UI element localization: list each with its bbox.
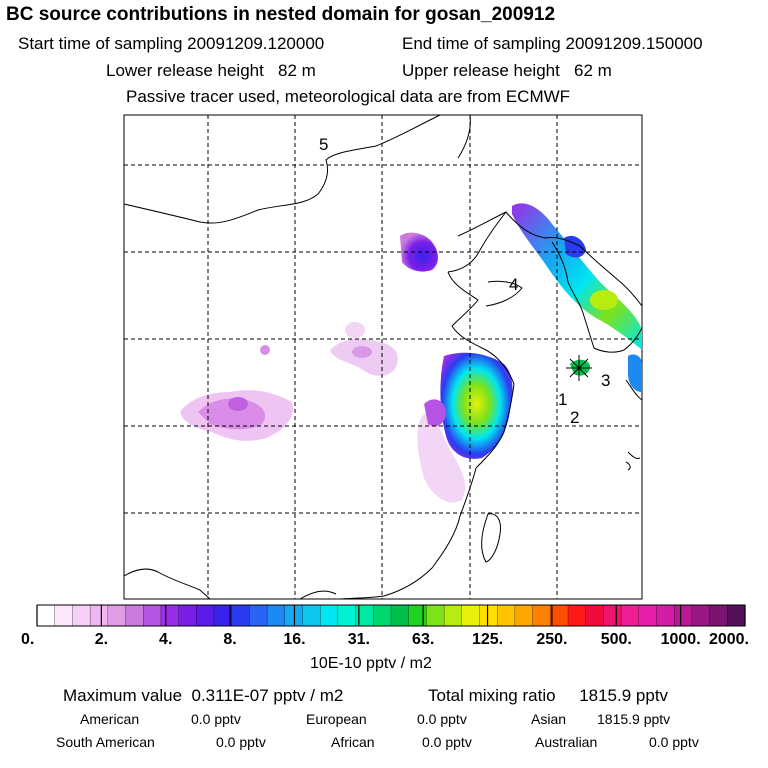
region-australian-value: 0.0 pptv bbox=[649, 734, 699, 750]
colorbar-cell bbox=[674, 604, 693, 627]
total-value: 1815.9 pptv bbox=[579, 686, 669, 705]
region-american: American bbox=[80, 711, 140, 727]
colorbar-cell bbox=[266, 604, 286, 627]
max-label: Maximum value bbox=[63, 686, 183, 705]
colorbar-cell bbox=[302, 604, 321, 627]
upper-release-height: Upper release height 62 m bbox=[402, 61, 612, 81]
source-marker-4: 4 bbox=[509, 275, 518, 294]
colorbar-cell bbox=[231, 604, 250, 627]
colorbar-tick-label: 63. bbox=[412, 631, 434, 648]
colorbar-tick-label: 4. bbox=[159, 631, 172, 648]
colorbar-cell bbox=[408, 604, 427, 627]
region-australian: Australian bbox=[535, 734, 598, 750]
maximum-value: Maximum value 0.311E-07 pptv / m2 bbox=[63, 686, 343, 706]
colorbar-cell bbox=[620, 604, 640, 627]
start-time-label: Start time of sampling bbox=[18, 34, 183, 53]
colorbar-cell bbox=[532, 604, 551, 627]
colorbar-cell bbox=[107, 604, 127, 627]
colorbar-cell bbox=[54, 604, 73, 627]
colorbar-cell bbox=[89, 604, 109, 627]
colorbar-cell bbox=[213, 604, 233, 627]
source-marker-3: 3 bbox=[601, 371, 610, 390]
region-african-value: 0.0 pptv bbox=[422, 734, 472, 750]
colorbar-tick-label: 8. bbox=[223, 631, 236, 648]
colorbar-tick-label: 16. bbox=[283, 631, 305, 648]
start-time-value: 20091209.120000 bbox=[187, 34, 325, 53]
max-value: 0.311E-07 pptv / m2 bbox=[191, 686, 344, 705]
colorbar-cells bbox=[36, 604, 746, 627]
colorbar-tick-labels: 0. 2. 4. 8. 16. 31. 63. 125. 250. 500. 1000. 2000. bbox=[21, 631, 749, 648]
colorbar-tick-label: 1000. bbox=[661, 631, 701, 648]
total-mixing-ratio: Total mixing ratio 1815.9 pptv bbox=[428, 686, 668, 706]
receptor-star-marker bbox=[566, 355, 592, 381]
plot-title: BC source contributions in nested domain… bbox=[6, 4, 556, 25]
region-european-value: 0.0 pptv bbox=[417, 711, 467, 727]
colorbar-cell bbox=[550, 604, 569, 627]
source-marker-1: 1 bbox=[558, 390, 567, 409]
colorbar-tick-label: 250. bbox=[536, 631, 567, 648]
source-marker-5: 5 bbox=[319, 135, 328, 154]
colorbar-tick-label: 500. bbox=[601, 631, 632, 648]
end-time-value: 20091209.150000 bbox=[565, 34, 703, 53]
coastlines bbox=[123, 114, 643, 600]
region-south-american-value: 0.0 pptv bbox=[216, 734, 266, 750]
colorbar-cell bbox=[691, 604, 711, 627]
colorbar: 0. 2. 4. 8. 16. 31. 63. 125. 250. 500. 1000. 2000. bbox=[21, 604, 749, 648]
colorbar-cell bbox=[514, 604, 534, 627]
upper-height-label: Upper release height bbox=[402, 61, 560, 80]
colorbar-cell bbox=[567, 604, 587, 627]
colorbar-cell bbox=[497, 604, 516, 627]
colorbar-cell bbox=[178, 604, 197, 627]
region-american-value: 0.0 pptv bbox=[191, 711, 241, 727]
colorbar-tick-label: 125. bbox=[472, 631, 503, 648]
colorbar-cell bbox=[709, 604, 728, 627]
tracer-info: Passive tracer used, meteorological data… bbox=[126, 87, 571, 106]
colorbar-cell bbox=[320, 604, 339, 627]
colorbar-tick-label: 2. bbox=[95, 631, 108, 648]
lower-release-height: Lower release height 82 m bbox=[106, 61, 316, 81]
colorbar-cell bbox=[727, 604, 746, 627]
lower-height-label: Lower release height bbox=[106, 61, 264, 80]
colorbar-cell bbox=[638, 604, 658, 627]
colorbar-unit: 10E-10 pptv / m2 bbox=[310, 655, 432, 672]
colorbar-cell bbox=[656, 604, 675, 627]
colorbar-tick-label: 0. bbox=[21, 631, 34, 648]
region-african: African bbox=[331, 734, 375, 750]
colorbar-cell bbox=[160, 604, 180, 627]
colorbar-major-ticks bbox=[36, 605, 746, 626]
lower-height-value: 82 m bbox=[278, 61, 316, 80]
colorbar-cell bbox=[284, 604, 304, 627]
upper-height-value: 62 m bbox=[574, 61, 612, 80]
colorbar-cell bbox=[390, 604, 410, 627]
region-south-american: South American bbox=[56, 734, 155, 750]
colorbar-tick-label: 31. bbox=[348, 631, 370, 648]
start-time: Start time of sampling 20091209.120000 bbox=[18, 34, 324, 54]
region-asian-value: 1815.9 pptv bbox=[597, 711, 671, 727]
colorbar-cell bbox=[196, 604, 215, 627]
region-asian: Asian bbox=[531, 711, 567, 727]
colorbar-cell bbox=[585, 604, 604, 627]
region-european: European bbox=[306, 711, 367, 727]
source-marker-2: 2 bbox=[570, 408, 579, 427]
colorbar-cell bbox=[337, 604, 357, 627]
total-label: Total mixing ratio bbox=[428, 686, 556, 705]
colorbar-cell bbox=[426, 604, 445, 627]
colorbar-cell bbox=[72, 604, 91, 627]
end-time: End time of sampling 20091209.150000 bbox=[402, 34, 703, 54]
colorbar-cell bbox=[125, 604, 144, 627]
end-time-label: End time of sampling bbox=[402, 34, 561, 53]
colorbar-cell bbox=[443, 604, 463, 627]
colorbar-cell bbox=[461, 604, 481, 627]
colorbar-cell bbox=[36, 604, 56, 627]
colorbar-cell bbox=[373, 604, 392, 627]
lat-lon-grid bbox=[124, 115, 642, 599]
colorbar-cell bbox=[479, 604, 498, 627]
colorbar-cell bbox=[143, 604, 162, 627]
colorbar-tick-label: 2000. bbox=[709, 631, 749, 648]
colorbar-cell bbox=[603, 604, 622, 627]
colorbar-cell bbox=[249, 604, 268, 627]
